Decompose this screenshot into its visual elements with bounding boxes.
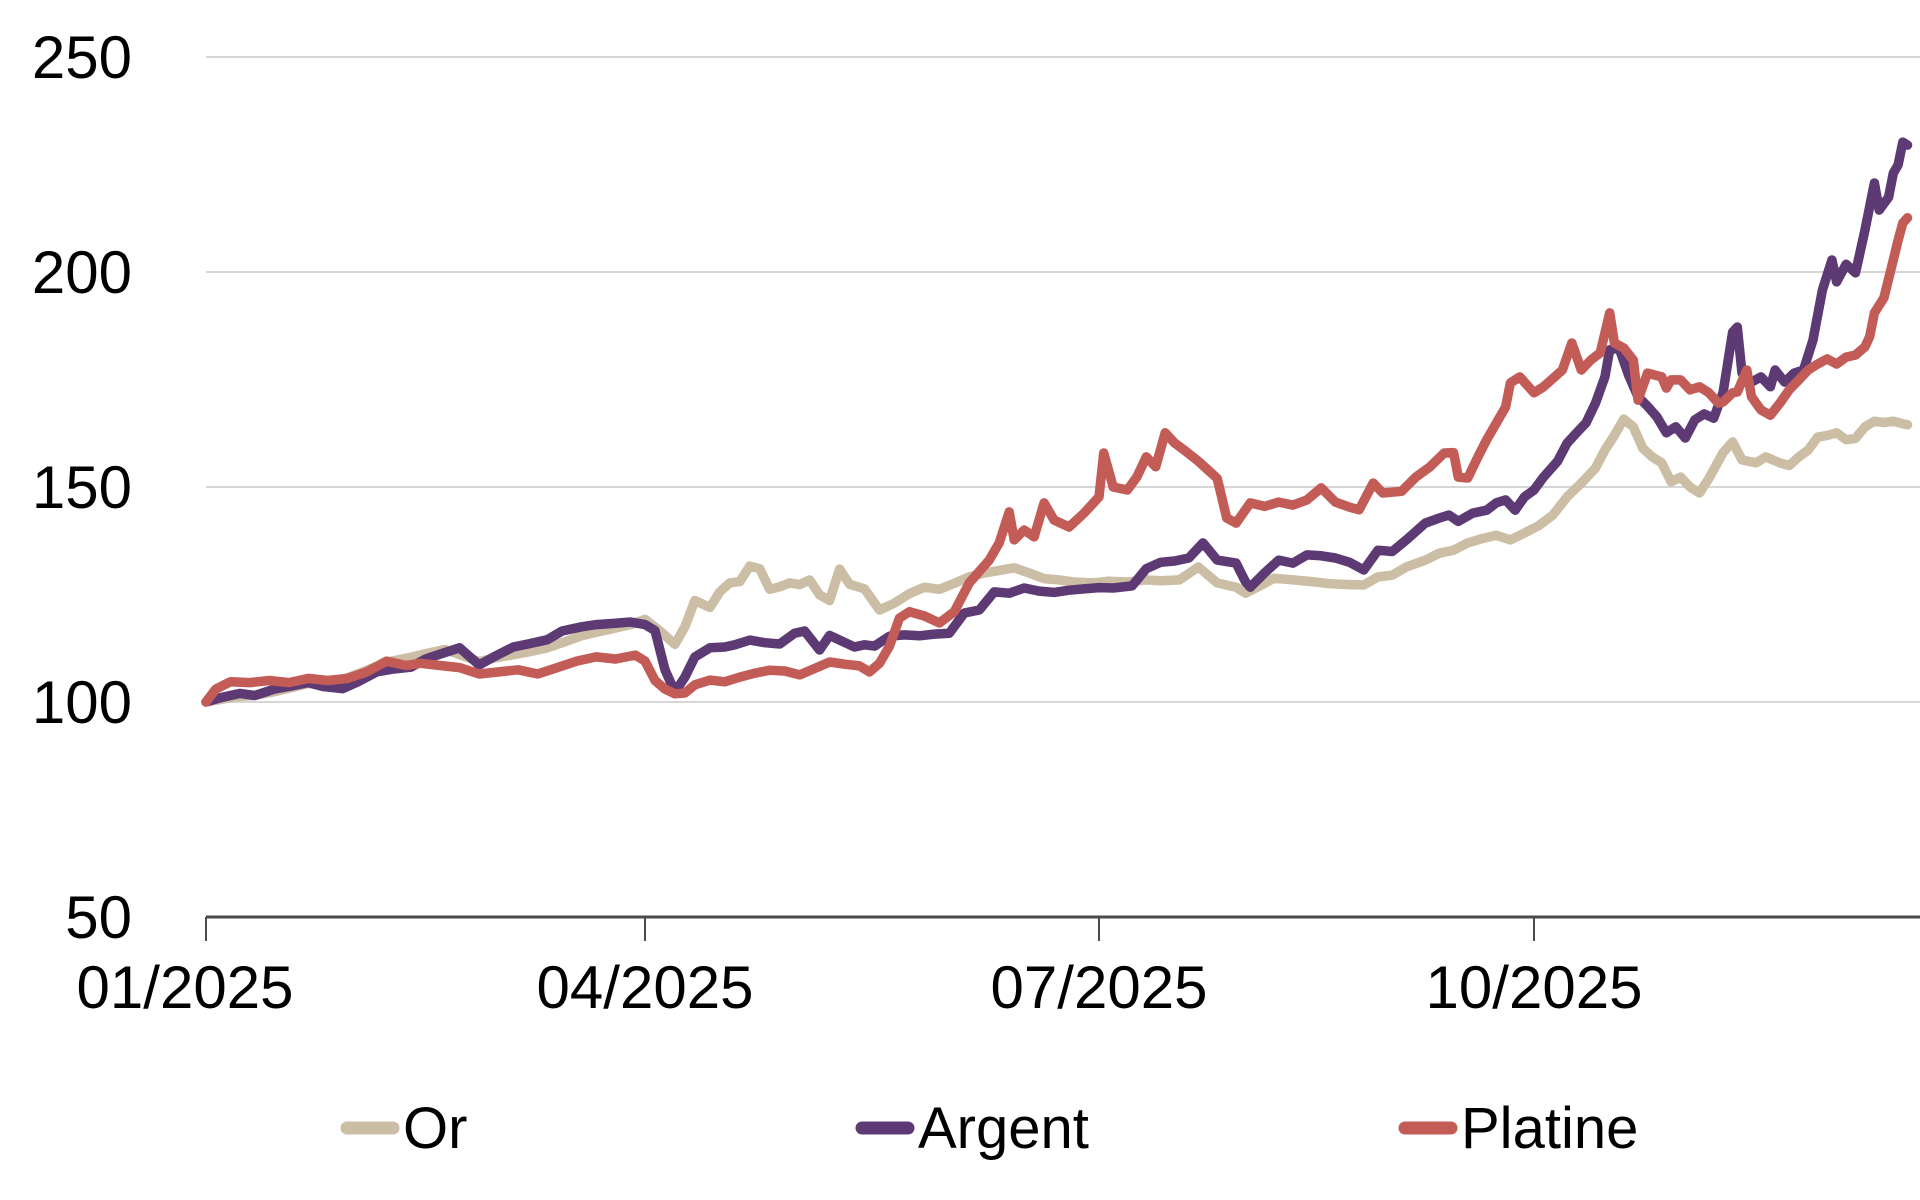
x-axis: 01/2025 04/2025 07/2025 10/2025 — [77, 915, 1920, 1021]
legend: Or Argent Platine — [340, 1096, 1638, 1161]
legend-label-or: Or — [403, 1096, 467, 1161]
x-tick-label-0: 01/2025 — [77, 954, 294, 1021]
legend-label-platine: Platine — [1461, 1096, 1638, 1161]
y-tick-label-150: 150 — [32, 454, 132, 521]
x-tick-label-1: 04/2025 — [537, 954, 754, 1021]
legend-label-argent: Argent — [918, 1096, 1089, 1161]
y-tick-label-50: 50 — [65, 884, 132, 951]
legend-item-or: Or — [340, 1096, 467, 1161]
y-axis-labels: 250 200 150 100 50 — [32, 24, 132, 951]
y-tick-label-100: 100 — [32, 669, 132, 736]
series-line-argent — [201, 137, 1913, 707]
y-tick-label-250: 250 — [32, 24, 132, 91]
series-line-or — [201, 414, 1913, 707]
legend-item-platine: Platine — [1398, 1096, 1638, 1161]
x-tick-label-3: 10/2025 — [1426, 954, 1643, 1021]
legend-item-argent: Argent — [855, 1096, 1089, 1161]
x-tick-label-2: 07/2025 — [991, 954, 1208, 1021]
gridlines — [206, 56, 1920, 703]
y-tick-label-200: 200 — [32, 239, 132, 306]
series-line-platine — [201, 213, 1913, 707]
